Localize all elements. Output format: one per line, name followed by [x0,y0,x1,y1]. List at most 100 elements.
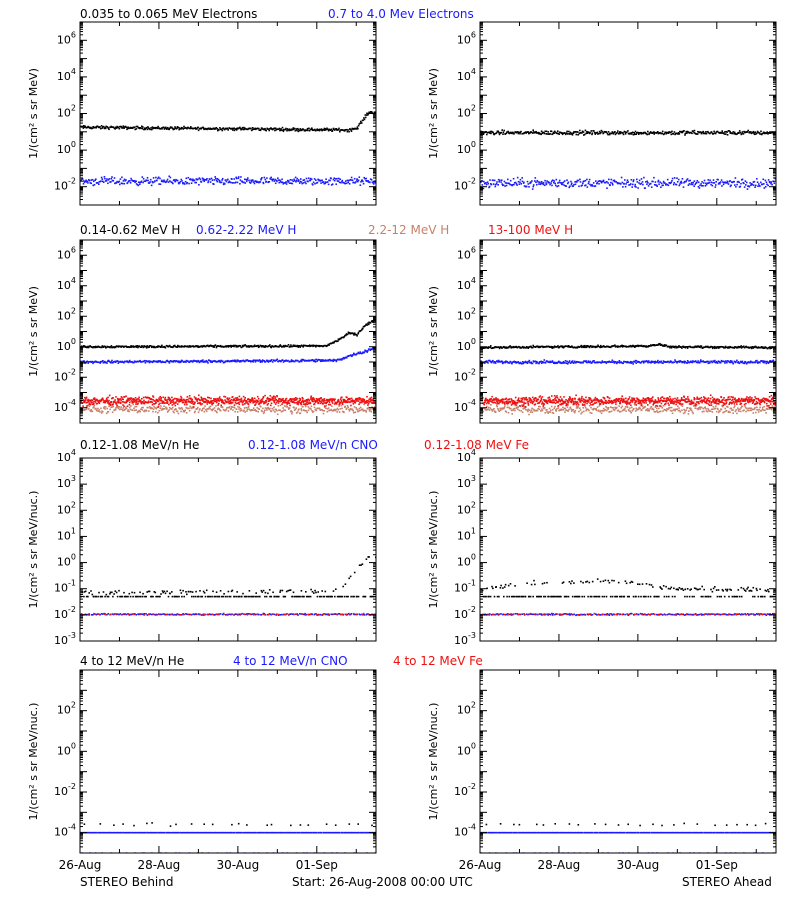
data-point [276,402,278,404]
data-point [634,184,636,186]
data-point [543,182,545,184]
data-point [549,182,551,184]
data-point [276,359,278,361]
data-point [218,403,220,405]
data-point [691,133,693,135]
data-point [274,396,276,398]
data-point [566,361,568,363]
data-point [239,183,241,185]
data-point [246,407,248,409]
data-point [656,185,658,187]
data-point [561,132,563,134]
data-point [239,404,241,406]
data-point [184,183,186,185]
data-point [630,183,632,185]
data-point [742,179,744,181]
data-point [252,361,254,363]
data-point [581,132,583,134]
data-point [157,128,159,130]
data-point [696,182,698,184]
data-point [365,411,367,413]
data-point [260,181,262,183]
data-point [585,133,587,135]
data-point [578,186,580,188]
data-point [234,407,236,409]
data-point [492,360,494,362]
data-point [311,396,313,398]
data-point [133,408,135,410]
data-point [92,411,94,413]
data-point [205,401,207,403]
data-point [92,399,94,401]
data-point [336,411,338,413]
data-point [607,134,609,136]
data-point [113,180,115,182]
data-point [603,180,605,182]
data-point [147,129,149,131]
data-point [531,180,533,182]
data-point [709,179,711,181]
data-point [308,177,310,179]
data-point [679,185,681,187]
data-point [570,132,572,134]
data-point [697,180,699,182]
data-point [125,395,127,397]
data-point [222,407,224,409]
data-point [293,181,295,183]
data-point [149,181,151,183]
data-point [586,179,588,181]
data-point [152,182,154,184]
data-point [335,409,337,411]
data-point [107,397,109,399]
data-point [358,332,360,334]
data-point [323,410,325,412]
data-point [495,186,497,188]
data-point [208,408,210,410]
data-point [366,113,368,115]
data-point [159,403,161,405]
data-point [553,180,555,182]
data-point [334,177,336,179]
data-point [753,184,755,186]
data-point [348,180,350,182]
data-point [218,129,220,131]
data-points [480,129,777,190]
data-point [202,359,204,361]
y-tick-label: 10-2 [454,177,476,193]
data-point [671,131,673,133]
data-point [182,402,184,404]
data-point [96,410,98,412]
data-point [214,407,216,409]
data-point [550,133,552,135]
data-point [360,402,362,404]
data-point [616,132,618,134]
data-point [754,181,756,183]
data-point [84,402,86,404]
data-point [242,404,244,406]
data-point [569,186,571,188]
data-point [164,408,166,410]
data-point [98,401,100,403]
data-point [269,181,271,183]
data-point [659,343,661,345]
data-point [496,183,498,185]
data-point [155,411,157,413]
data-point [260,406,262,408]
data-point [703,182,705,184]
data-point [296,130,298,132]
data-point [92,179,94,181]
data-point [101,177,103,179]
data-point [304,181,306,183]
data-point [236,408,238,410]
data-point [678,179,680,181]
data-point [181,179,183,181]
data-point [363,410,365,412]
data-point [145,362,147,364]
data-point [545,362,547,364]
data-point [673,182,675,184]
data-point [705,183,707,185]
data-point [749,186,751,188]
data-point [623,183,625,185]
data-point [493,183,495,185]
data-point [314,403,316,405]
